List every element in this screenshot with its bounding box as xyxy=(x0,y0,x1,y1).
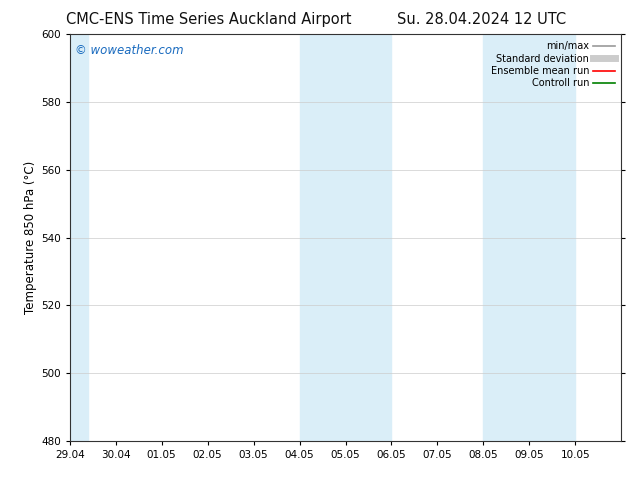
Bar xyxy=(70,34,88,441)
Text: CMC-ENS Time Series Auckland Airport: CMC-ENS Time Series Auckland Airport xyxy=(67,12,352,27)
Bar xyxy=(483,34,575,441)
Bar xyxy=(299,34,391,441)
Text: © woweather.com: © woweather.com xyxy=(75,45,184,57)
Text: Su. 28.04.2024 12 UTC: Su. 28.04.2024 12 UTC xyxy=(398,12,566,27)
Legend: min/max, Standard deviation, Ensemble mean run, Controll run: min/max, Standard deviation, Ensemble me… xyxy=(489,39,616,90)
Y-axis label: Temperature 850 hPa (°C): Temperature 850 hPa (°C) xyxy=(24,161,37,314)
